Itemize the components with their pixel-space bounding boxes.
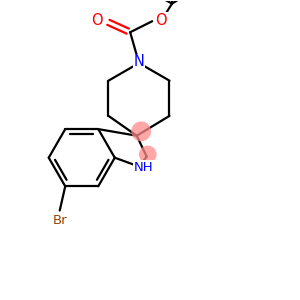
Text: Br: Br bbox=[52, 214, 67, 227]
Circle shape bbox=[131, 122, 151, 141]
Text: N: N bbox=[134, 55, 144, 70]
Text: O: O bbox=[91, 13, 103, 28]
Text: O: O bbox=[155, 13, 167, 28]
Text: NH: NH bbox=[134, 161, 153, 174]
Circle shape bbox=[139, 146, 157, 163]
